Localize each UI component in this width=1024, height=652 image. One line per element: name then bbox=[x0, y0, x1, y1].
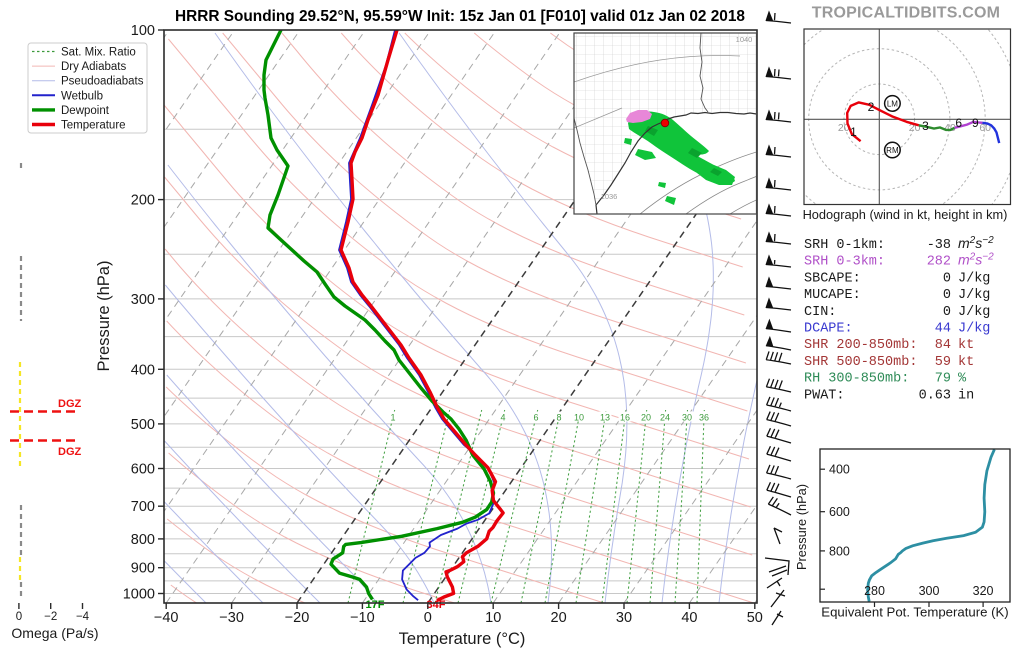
svg-text:6: 6 bbox=[533, 413, 538, 423]
svg-text:DCAPE:: DCAPE: bbox=[804, 322, 853, 337]
svg-text:282: 282 bbox=[927, 255, 951, 270]
svg-text:24: 24 bbox=[660, 413, 670, 423]
svg-text:600: 600 bbox=[829, 505, 850, 519]
svg-text:20: 20 bbox=[551, 610, 567, 626]
svg-text:−40: −40 bbox=[154, 610, 179, 626]
svg-text:−4: −4 bbox=[76, 611, 90, 623]
svg-text:40: 40 bbox=[944, 122, 956, 134]
svg-text:300: 300 bbox=[919, 584, 940, 598]
svg-text:SBCAPE:: SBCAPE: bbox=[804, 271, 861, 286]
svg-text:J/kg: J/kg bbox=[958, 322, 990, 337]
svg-text:84: 84 bbox=[935, 338, 951, 353]
svg-text:Pressure (hPa): Pressure (hPa) bbox=[794, 484, 809, 570]
svg-text:600: 600 bbox=[131, 462, 155, 478]
svg-text:0: 0 bbox=[16, 611, 22, 623]
svg-text:Sat. Mix. Ratio: Sat. Mix. Ratio bbox=[61, 47, 136, 59]
svg-text:Pressure (hPa): Pressure (hPa) bbox=[95, 261, 113, 372]
svg-text:10: 10 bbox=[574, 413, 584, 423]
svg-text:Hodograph (wind in kt, height: Hodograph (wind in kt, height in km) bbox=[803, 207, 1008, 222]
svg-text:800: 800 bbox=[131, 532, 155, 548]
svg-text:1000: 1000 bbox=[123, 587, 155, 603]
svg-text:LM: LM bbox=[887, 99, 898, 108]
svg-text:16: 16 bbox=[620, 413, 630, 423]
svg-text:400: 400 bbox=[829, 463, 850, 477]
svg-text:J/kg: J/kg bbox=[958, 271, 990, 286]
svg-text:20: 20 bbox=[909, 122, 921, 134]
svg-text:SHR 200-850mb:: SHR 200-850mb: bbox=[804, 338, 917, 353]
svg-text:320: 320 bbox=[973, 584, 994, 598]
svg-text:PWAT:: PWAT: bbox=[804, 388, 845, 403]
svg-text:−30: −30 bbox=[219, 610, 244, 626]
svg-text:40: 40 bbox=[681, 610, 697, 626]
svg-text:MUCAPE:: MUCAPE: bbox=[804, 288, 861, 303]
svg-text:SRH 0-3km:: SRH 0-3km: bbox=[804, 255, 885, 270]
svg-text:DGZ: DGZ bbox=[58, 398, 82, 410]
svg-text:400: 400 bbox=[131, 362, 155, 378]
svg-text:36: 36 bbox=[699, 413, 709, 423]
svg-text:1036: 1036 bbox=[601, 192, 618, 201]
svg-text:4: 4 bbox=[500, 413, 505, 423]
svg-text:0: 0 bbox=[943, 288, 951, 303]
svg-text:9: 9 bbox=[972, 116, 979, 130]
svg-text:RM: RM bbox=[886, 146, 899, 155]
svg-text:−20: −20 bbox=[285, 610, 310, 626]
svg-text:500: 500 bbox=[131, 417, 155, 433]
svg-text:0: 0 bbox=[943, 271, 951, 286]
svg-text:0: 0 bbox=[424, 610, 432, 626]
svg-text:900: 900 bbox=[131, 561, 155, 577]
svg-text:1: 1 bbox=[850, 125, 857, 139]
svg-text:0: 0 bbox=[943, 305, 951, 320]
svg-text:CIN:: CIN: bbox=[804, 305, 836, 320]
svg-text:%: % bbox=[958, 372, 967, 387]
svg-text:TROPICALTIDBITS.COM: TROPICALTIDBITS.COM bbox=[812, 5, 1000, 22]
svg-text:Omega (Pa/s): Omega (Pa/s) bbox=[11, 625, 98, 641]
svg-text:kt: kt bbox=[958, 338, 974, 353]
svg-text:J/kg: J/kg bbox=[958, 288, 990, 303]
svg-text:20: 20 bbox=[838, 122, 850, 134]
svg-text:280: 280 bbox=[864, 584, 885, 598]
svg-text:17F: 17F bbox=[366, 599, 385, 611]
svg-text:60: 60 bbox=[979, 122, 991, 134]
svg-text:HRRR Sounding 29.52°N, 95.59°W: HRRR Sounding 29.52°N, 95.59°W Init: 15z… bbox=[175, 8, 745, 25]
svg-text:Equivalent Pot. Temperature (K: Equivalent Pot. Temperature (K) bbox=[821, 605, 1008, 620]
svg-text:2: 2 bbox=[868, 100, 875, 114]
svg-text:700: 700 bbox=[131, 499, 155, 515]
svg-text:SRH 0-1km:: SRH 0-1km: bbox=[804, 238, 885, 253]
svg-text:30: 30 bbox=[682, 413, 692, 423]
svg-text:8: 8 bbox=[556, 413, 561, 423]
svg-text:Wetbulb: Wetbulb bbox=[61, 90, 103, 102]
svg-text:Temperature (°C): Temperature (°C) bbox=[399, 630, 526, 648]
svg-text:1: 1 bbox=[390, 413, 395, 423]
svg-text:30: 30 bbox=[616, 610, 632, 626]
svg-text:0.63: 0.63 bbox=[919, 388, 951, 403]
svg-text:J/kg: J/kg bbox=[958, 305, 990, 320]
svg-text:10: 10 bbox=[485, 610, 501, 626]
svg-text:DGZ: DGZ bbox=[58, 446, 82, 458]
svg-text:800: 800 bbox=[829, 544, 850, 558]
svg-text:in: in bbox=[958, 388, 974, 403]
svg-text:44: 44 bbox=[935, 322, 951, 337]
svg-text:6: 6 bbox=[955, 116, 962, 130]
svg-text:Dewpoint: Dewpoint bbox=[61, 105, 110, 117]
svg-text:300: 300 bbox=[131, 292, 155, 308]
svg-text:34F: 34F bbox=[427, 599, 446, 611]
svg-text:−10: −10 bbox=[350, 610, 375, 626]
svg-text:200: 200 bbox=[131, 193, 155, 209]
svg-text:-38: -38 bbox=[927, 238, 951, 253]
svg-text:3: 3 bbox=[922, 119, 929, 133]
svg-text:kt: kt bbox=[958, 355, 974, 370]
svg-text:20: 20 bbox=[641, 413, 651, 423]
svg-text:59: 59 bbox=[935, 355, 951, 370]
svg-text:Dry Adiabats: Dry Adiabats bbox=[61, 61, 126, 73]
svg-text:RH 300-850mb:: RH 300-850mb: bbox=[804, 372, 909, 387]
svg-text:Temperature: Temperature bbox=[61, 120, 126, 132]
svg-text:Pseudoadiabats: Pseudoadiabats bbox=[61, 76, 144, 88]
svg-text:13: 13 bbox=[600, 413, 610, 423]
svg-text:1040: 1040 bbox=[736, 35, 753, 44]
svg-text:−2: −2 bbox=[44, 611, 57, 623]
svg-text:SHR 500-850mb:: SHR 500-850mb: bbox=[804, 355, 917, 370]
svg-text:50: 50 bbox=[747, 610, 763, 626]
svg-text:100: 100 bbox=[131, 23, 155, 39]
svg-text:79: 79 bbox=[935, 372, 951, 387]
